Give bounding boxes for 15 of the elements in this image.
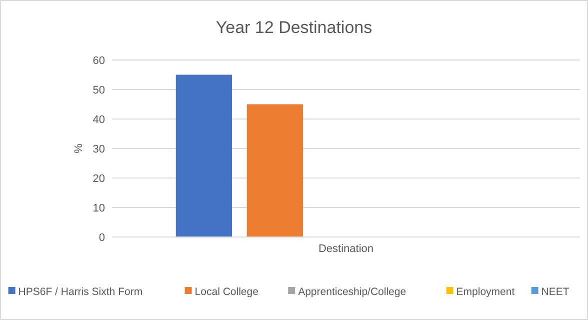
legend-label: NEET xyxy=(541,286,570,298)
legend-label: HPS6F / Harris Sixth Form xyxy=(18,286,143,298)
legend-label: Employment xyxy=(456,286,515,298)
legend-label: Local College xyxy=(194,286,259,298)
y-tick-label: 10 xyxy=(92,202,105,214)
y-axis-title: % xyxy=(73,143,85,154)
legend-label: Apprenticeship/College xyxy=(298,286,406,298)
x-axis-title: Destination xyxy=(318,243,374,255)
y-tick-label: 50 xyxy=(92,84,105,96)
y-tick-label: 40 xyxy=(92,114,105,126)
y-tick-label: 0 xyxy=(98,232,105,244)
chart-title: Year 12 Destinations xyxy=(216,18,372,37)
y-tick-label: 30 xyxy=(92,144,105,156)
y-tick-label: 60 xyxy=(92,55,105,67)
y-tick-label: 20 xyxy=(92,173,105,185)
